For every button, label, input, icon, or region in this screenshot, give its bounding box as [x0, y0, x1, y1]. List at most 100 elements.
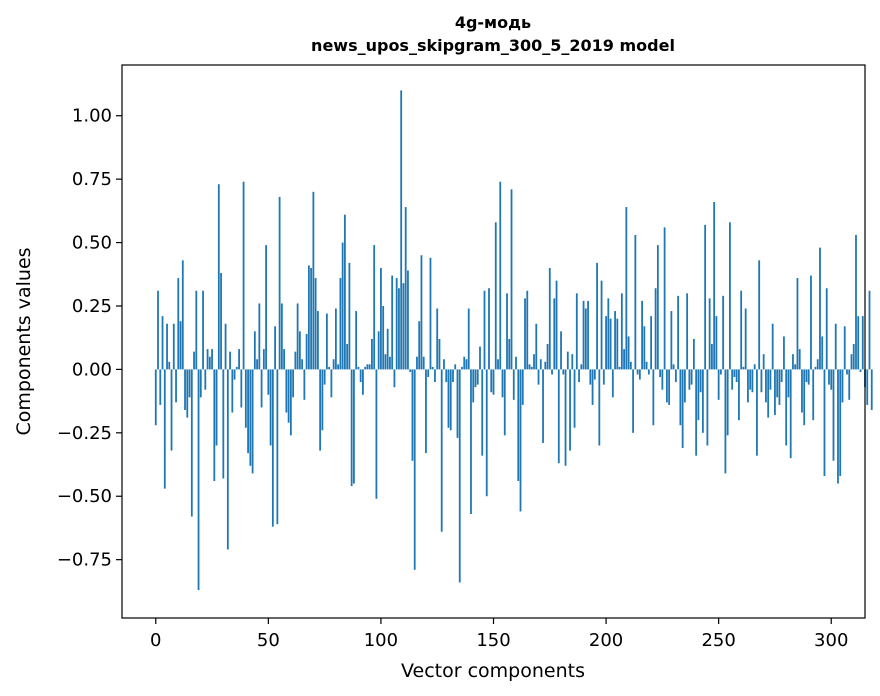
- bar: [226, 369, 229, 550]
- bar: [593, 369, 596, 380]
- bar: [713, 201, 716, 370]
- bar: [362, 369, 364, 395]
- bar: [776, 369, 779, 398]
- bar: [602, 369, 605, 385]
- bar: [481, 369, 484, 456]
- bar: [598, 369, 601, 446]
- bar: [548, 267, 551, 370]
- bar: [551, 369, 553, 375]
- bar: [810, 275, 812, 370]
- bar: [184, 369, 186, 410]
- bar: [242, 181, 245, 370]
- bar: [353, 369, 355, 484]
- bar: [199, 369, 202, 398]
- bar: [796, 278, 799, 370]
- bar: [280, 303, 283, 370]
- bar: [366, 364, 369, 370]
- bar: [476, 369, 479, 385]
- bar: [634, 234, 637, 370]
- bar: [697, 369, 700, 421]
- bar: [740, 290, 743, 370]
- bar: [614, 311, 616, 370]
- bar: [654, 288, 657, 370]
- bar: [240, 369, 243, 408]
- bar: [359, 369, 362, 383]
- bar: [418, 321, 421, 370]
- bar: [767, 369, 770, 418]
- bar: [449, 369, 452, 431]
- bar: [756, 369, 758, 456]
- bar: [447, 369, 450, 428]
- bar: [837, 369, 839, 484]
- bar: [154, 369, 157, 426]
- bar: [843, 326, 846, 370]
- bar: [258, 303, 261, 370]
- x-tick-label: 300: [814, 630, 848, 651]
- bar: [274, 326, 276, 370]
- bar: [692, 338, 695, 370]
- bar: [530, 366, 533, 370]
- bar: [251, 369, 254, 474]
- bar: [717, 369, 720, 400]
- bar: [627, 336, 630, 370]
- bar: [661, 369, 664, 390]
- bar: [163, 369, 166, 489]
- bar: [377, 331, 380, 370]
- y-tick-label: 0.75: [72, 169, 112, 190]
- bar: [638, 369, 641, 380]
- bar: [175, 369, 177, 403]
- bar: [364, 366, 367, 370]
- bar: [229, 351, 231, 370]
- bar: [720, 369, 722, 375]
- bar: [544, 361, 547, 370]
- bar: [380, 267, 382, 370]
- bar: [535, 323, 538, 370]
- bar: [803, 369, 806, 426]
- bar: [253, 331, 256, 370]
- bar: [846, 369, 848, 375]
- bar: [271, 369, 274, 527]
- bar: [166, 323, 168, 370]
- bar: [391, 275, 394, 370]
- bar: [168, 361, 171, 370]
- chart-title: 4g-модь: [455, 13, 531, 32]
- bar: [276, 369, 279, 525]
- bar: [841, 369, 844, 403]
- bar: [181, 260, 184, 370]
- bar: [215, 369, 218, 446]
- bar: [188, 369, 191, 398]
- bar: [650, 316, 653, 370]
- bar: [467, 308, 470, 370]
- bar: [600, 280, 603, 370]
- bar: [494, 222, 497, 370]
- bar: [193, 351, 195, 370]
- bar: [609, 318, 612, 370]
- bar: [738, 369, 740, 421]
- bar: [792, 354, 794, 370]
- bar: [591, 369, 594, 405]
- bar: [629, 361, 632, 370]
- bar: [562, 369, 565, 375]
- bar: [211, 349, 213, 370]
- bar: [715, 316, 718, 370]
- bar: [170, 369, 173, 451]
- bar: [681, 369, 684, 449]
- bar: [677, 295, 680, 370]
- bar: [206, 349, 209, 370]
- bar: [350, 369, 353, 487]
- bar: [247, 369, 249, 454]
- bar: [337, 364, 340, 370]
- bar: [744, 308, 747, 370]
- bar: [474, 369, 477, 388]
- bar: [828, 369, 830, 385]
- bar: [197, 369, 200, 591]
- bar: [596, 262, 598, 370]
- bar: [557, 369, 560, 464]
- bar: [695, 369, 698, 456]
- bar: [339, 278, 342, 370]
- bar: [674, 369, 677, 383]
- bar: [161, 316, 164, 370]
- bar: [625, 207, 628, 370]
- bar: [244, 369, 247, 428]
- bar: [301, 359, 304, 370]
